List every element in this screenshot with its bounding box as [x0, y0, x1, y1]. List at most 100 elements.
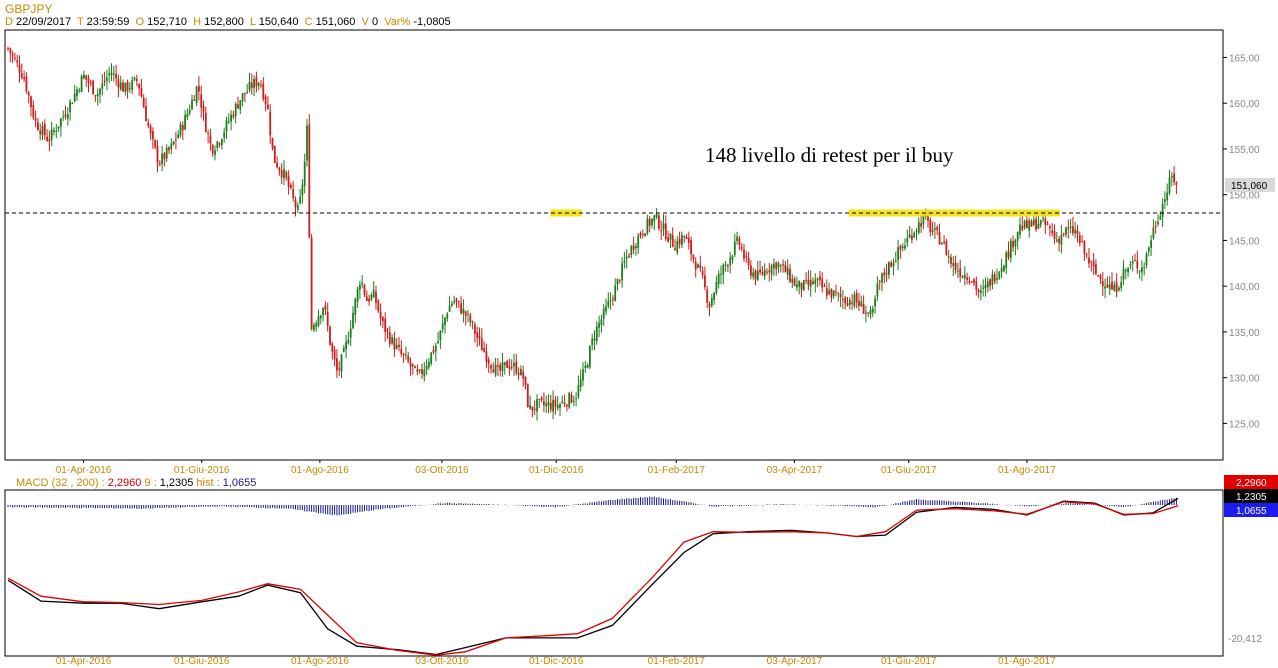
candle-body — [260, 85, 262, 87]
candle-body — [1065, 227, 1067, 235]
candle-body — [319, 315, 322, 319]
x-tick-label: 01-Giu-2017 — [881, 465, 937, 476]
candle-body — [1032, 219, 1035, 225]
candle-body — [487, 359, 490, 364]
candle-body — [133, 77, 136, 80]
candle-body — [135, 78, 138, 82]
macd-x-tick-label: 01-Apr-2016 — [56, 656, 112, 667]
candle-body — [1154, 226, 1157, 228]
candle-body — [469, 315, 472, 323]
candle-body — [131, 79, 134, 90]
candle-body — [851, 302, 853, 304]
candle-body — [1074, 229, 1077, 234]
candle-body — [462, 309, 465, 314]
candle-body — [250, 82, 253, 88]
candle-body — [492, 369, 495, 373]
candle-body — [704, 275, 706, 288]
candle-body — [384, 318, 387, 332]
candle-body — [1083, 241, 1086, 254]
candle-body — [64, 114, 67, 117]
candle-body — [1051, 230, 1054, 234]
macd-min-label: -20,412 — [1228, 634, 1262, 645]
candle-body — [1021, 225, 1024, 230]
candle-body — [395, 344, 398, 349]
ohlc-info: D 22/09/2017 T 23:59:59 O 152,710 H 152,… — [5, 16, 451, 28]
candle-body — [460, 303, 462, 314]
candle-body — [474, 324, 476, 335]
candle-body — [92, 80, 94, 95]
candle-body — [9, 48, 12, 54]
candle-body — [234, 104, 237, 116]
candle-body — [214, 150, 216, 155]
candle-body — [78, 90, 81, 92]
candle-body — [798, 280, 801, 287]
candle-body — [556, 405, 559, 409]
candle-body — [476, 332, 479, 338]
candle-body — [860, 301, 863, 307]
price-panel-frame — [4, 29, 1224, 461]
candle-body — [575, 398, 577, 400]
candle-body — [1019, 224, 1021, 235]
candle-body — [239, 100, 242, 110]
candle-body — [1173, 173, 1175, 183]
y-tick-label: 160,00 — [1229, 99, 1260, 110]
candle-body — [598, 322, 600, 328]
annotation-text: 148 livello di retest per il buy — [705, 143, 954, 167]
candle-body — [614, 285, 617, 302]
candle-body — [156, 146, 159, 163]
y-tick-label: 165,00 — [1229, 53, 1260, 64]
candle-body — [934, 228, 936, 230]
candle-body — [356, 288, 359, 302]
candle-body — [145, 106, 147, 122]
hist-value-tag-label: 1,0655 — [1236, 506, 1267, 517]
date-value: 22/09/2017 — [16, 16, 72, 28]
candle-body — [464, 311, 467, 317]
x-tick-label: 01-Dic-2016 — [529, 465, 584, 476]
candle-body — [543, 401, 545, 405]
macd-legend: MACD (32 , 200) : 2,2960 9 : 1,2305 hist… — [16, 477, 256, 489]
candle-body — [1097, 275, 1100, 277]
candle-body — [1124, 269, 1127, 272]
candle-body — [119, 82, 122, 90]
candle-body — [315, 323, 318, 327]
candle-body — [154, 139, 157, 148]
candle-body — [1122, 269, 1125, 280]
candle-body — [57, 126, 60, 129]
candle-body — [922, 214, 925, 225]
candle-body — [1046, 223, 1049, 225]
candle-body — [885, 273, 888, 275]
candle-body — [255, 77, 258, 87]
candle-body — [593, 338, 596, 341]
candle-body — [198, 85, 200, 92]
candle-body — [106, 77, 108, 81]
candle-body — [515, 361, 518, 374]
candle-body — [945, 241, 948, 256]
candle-body — [421, 369, 423, 375]
y-tick-label: 155,00 — [1229, 145, 1260, 156]
candle-body — [416, 369, 419, 373]
candle-body — [533, 408, 536, 410]
candle-body — [731, 255, 734, 260]
candle-body — [179, 124, 182, 136]
candle-body — [549, 402, 552, 410]
candle-body — [168, 147, 170, 151]
chart-header: GBPJPY D 22/09/2017 T 23:59:59 O 152,710… — [0, 0, 1278, 30]
candle-body — [777, 263, 780, 268]
candle-body — [911, 235, 913, 240]
var-key: Var% — [384, 16, 411, 28]
candle-body — [637, 235, 640, 249]
candle-body — [138, 83, 140, 89]
candle-body — [621, 263, 623, 281]
candle-body — [129, 88, 131, 90]
candle-body — [791, 278, 794, 283]
candle-body — [354, 298, 357, 315]
candle-body — [1115, 282, 1118, 292]
candle-body — [60, 118, 62, 127]
candle-body — [1095, 264, 1097, 274]
candle-body — [1039, 219, 1042, 225]
candle-body — [816, 278, 819, 280]
candle-body — [929, 220, 932, 233]
candle-body — [471, 321, 474, 323]
candle-body — [375, 291, 377, 304]
